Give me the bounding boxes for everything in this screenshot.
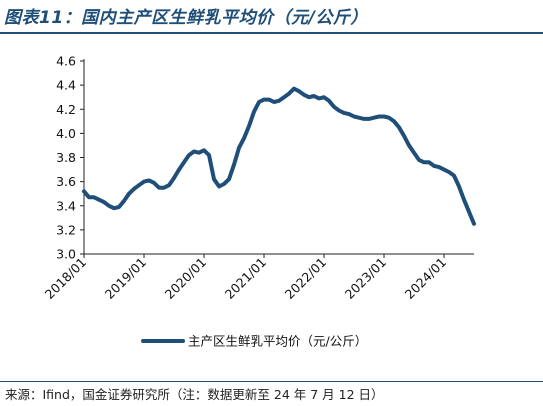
x-tick-label: 2019/01: [102, 255, 149, 302]
source-note: 来源：Ifind，国金证券研究所（注：数据更新至 24 年 7 月 12 日）: [5, 387, 384, 402]
figure-title: 图表11：国内主产区生鲜乳平均价（元/公斤）: [4, 8, 368, 28]
x-tick-label: 2024/01: [402, 255, 449, 302]
x-tick-labels: 2018/01 2019/01 2020/01 2021/01 2022/01 2023/…: [42, 255, 449, 302]
line-chart: 3.0 3.2 3.4 3.6 3.8 4.0 4.2 4.4 4.6 2018/01 2019/…: [42, 54, 476, 349]
legend-label: 主产区生鲜乳平均价（元/公斤）: [188, 334, 367, 349]
y-tick-label: 3.6: [56, 174, 76, 189]
title-rule: [0, 32, 543, 34]
chart-axes: [80, 59, 474, 258]
x-tick-label: 2018/01: [42, 255, 89, 302]
x-tick-label: 2020/01: [162, 255, 209, 302]
source-rule: [0, 381, 543, 382]
x-tick-label: 2021/01: [222, 255, 269, 302]
y-tick-label: 4.0: [56, 126, 76, 141]
x-tick-label: 2023/01: [342, 255, 389, 302]
y-tick-label: 4.4: [56, 78, 76, 93]
y-tick-label: 3.0: [56, 247, 76, 262]
y-tick-labels: 3.0 3.2 3.4 3.6 3.8 4.0 4.2 4.4 4.6: [56, 54, 76, 262]
y-tick-label: 3.8: [56, 150, 76, 165]
y-tick-label: 3.2: [56, 222, 76, 237]
y-tick-label: 3.4: [56, 198, 76, 213]
legend: 主产区生鲜乳平均价（元/公斤）: [141, 334, 367, 349]
series-layer: [82, 86, 476, 226]
x-tick-label: 2022/01: [282, 255, 329, 302]
y-tick-label: 4.6: [56, 54, 76, 69]
y-tick-label: 4.2: [56, 102, 76, 117]
series-line: [82, 86, 476, 226]
